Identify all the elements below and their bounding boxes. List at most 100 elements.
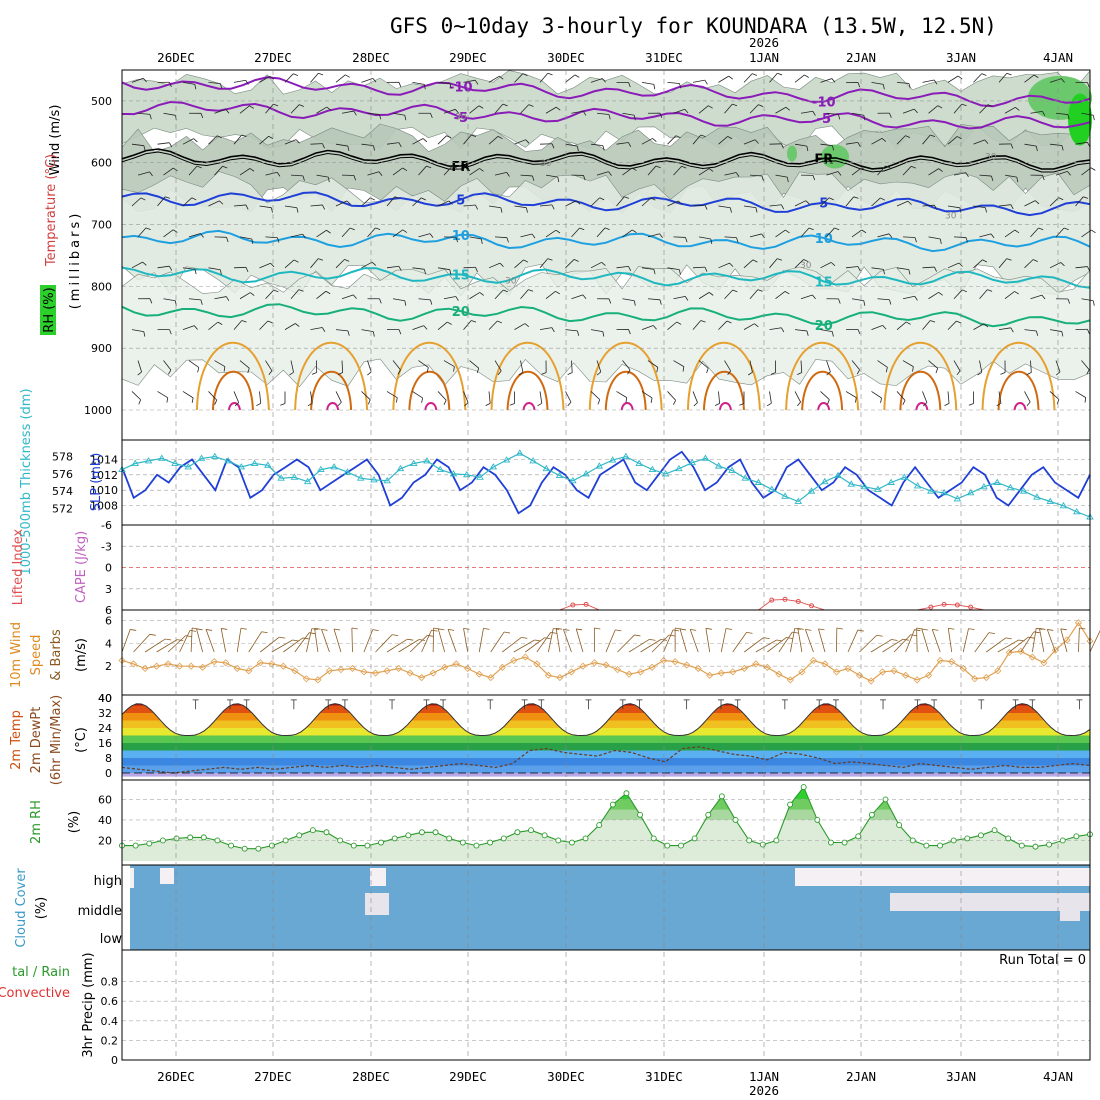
wind-barb bbox=[163, 112, 176, 116]
isotherm-line bbox=[121, 148, 1091, 170]
thickness-point bbox=[356, 474, 365, 481]
thickness-point bbox=[728, 466, 736, 473]
wind-barb bbox=[590, 197, 601, 207]
wind-barb bbox=[396, 397, 398, 403]
wind-barb-10m bbox=[321, 628, 328, 631]
wind-barb bbox=[214, 165, 223, 176]
wind-barb bbox=[704, 79, 708, 85]
wind-barb bbox=[582, 110, 587, 116]
wind-speed-point bbox=[176, 662, 184, 670]
lifted-index-point bbox=[769, 597, 775, 603]
wind-barb bbox=[718, 262, 730, 269]
rh-point bbox=[187, 834, 194, 841]
wind-barb bbox=[469, 168, 480, 176]
wind-barb-10m bbox=[893, 634, 912, 653]
rh-point bbox=[241, 845, 248, 852]
thickness-point bbox=[449, 470, 458, 477]
rh-point bbox=[146, 840, 153, 847]
rh-point bbox=[705, 811, 712, 818]
wind-speed-point bbox=[798, 668, 806, 676]
top-date-label: 31DEC bbox=[645, 50, 683, 65]
wind-barb bbox=[928, 360, 938, 369]
wind-barb bbox=[157, 142, 170, 145]
slp-tick-label: 1008 bbox=[90, 500, 118, 513]
wind-barb bbox=[214, 296, 227, 300]
isotherm-label: -10 bbox=[812, 96, 836, 111]
wind-barb bbox=[259, 262, 271, 269]
thickness-point bbox=[396, 464, 405, 472]
wind-barb bbox=[463, 204, 476, 207]
wind-barb bbox=[604, 227, 610, 231]
thickness-point bbox=[184, 463, 193, 470]
wind-barb-10m bbox=[375, 634, 393, 653]
wind-speed-point bbox=[441, 663, 449, 671]
wind-barb bbox=[346, 200, 351, 205]
wind-barb bbox=[851, 112, 864, 116]
wind-barb bbox=[421, 197, 426, 201]
rh-point bbox=[514, 829, 521, 836]
wind-barb bbox=[182, 138, 194, 145]
wind-barb bbox=[259, 135, 269, 145]
wind-barb bbox=[958, 262, 963, 267]
wind-barb-10m bbox=[196, 628, 203, 631]
wind-barb-10m bbox=[133, 634, 151, 653]
wind-barb bbox=[565, 74, 576, 83]
wind-speed-point bbox=[590, 659, 599, 667]
wind-speed-point bbox=[948, 658, 956, 666]
precip-tick-label: 0 bbox=[111, 1054, 118, 1067]
wind-barb-10m bbox=[185, 635, 192, 638]
wind-barb bbox=[781, 204, 785, 210]
wind-barb-10m bbox=[663, 629, 674, 653]
wind-barb bbox=[698, 292, 710, 300]
temp-axis-label-3: (6hr Min/Max) bbox=[49, 695, 64, 785]
wind-barb bbox=[307, 402, 313, 407]
wind-barb-10m bbox=[725, 628, 733, 630]
wind-barb bbox=[1034, 200, 1040, 205]
wind-barb bbox=[214, 360, 226, 367]
wind-barb bbox=[596, 227, 606, 238]
wind-barb bbox=[131, 197, 142, 207]
wind-barb bbox=[494, 103, 504, 114]
wind-barb bbox=[743, 259, 754, 269]
rh2m-axis-label: 2m RH bbox=[29, 800, 44, 844]
thickness-point bbox=[303, 477, 312, 485]
wind-barb-10m bbox=[504, 631, 511, 634]
wind-barb bbox=[259, 391, 262, 404]
cloud-clear bbox=[370, 868, 386, 886]
wind-barb bbox=[743, 139, 756, 145]
wind-barb bbox=[953, 360, 961, 372]
wind-barb bbox=[239, 236, 252, 240]
wind-barb bbox=[908, 83, 911, 89]
wind-barb-10m bbox=[916, 627, 923, 630]
wind-barb bbox=[678, 269, 681, 275]
rh-point bbox=[255, 845, 262, 852]
wind-barb bbox=[273, 289, 279, 293]
wind-barb bbox=[499, 75, 504, 80]
boundary-layer-contour bbox=[981, 341, 1056, 411]
wind-barb bbox=[208, 267, 221, 271]
wind-barb bbox=[494, 171, 507, 176]
wind-barb bbox=[794, 200, 806, 207]
wind-barb-10m bbox=[948, 627, 955, 630]
boundary-layer-contour bbox=[702, 370, 745, 411]
wind-speed-point bbox=[717, 669, 725, 677]
precip-tick-label: 0.2 bbox=[101, 1034, 119, 1047]
rh-contour-label: 30 bbox=[945, 211, 957, 221]
wind-barb-10m bbox=[651, 634, 670, 653]
thickness-point bbox=[131, 459, 140, 466]
wind-barb-10m bbox=[448, 629, 455, 631]
wind-barb bbox=[217, 321, 223, 325]
wind-barb bbox=[265, 103, 274, 114]
panel-rh2m: 20 40 60 2m RH (%) bbox=[29, 779, 1093, 866]
wind-barb bbox=[214, 399, 218, 405]
rh-contour-label: 30 bbox=[540, 159, 552, 169]
wind-barb-10m bbox=[563, 629, 572, 653]
wind-barb bbox=[321, 327, 326, 332]
wind-barb bbox=[991, 175, 994, 181]
wind-barb bbox=[928, 105, 939, 114]
boundary-layer-contour bbox=[424, 402, 438, 411]
wind-barb bbox=[928, 236, 941, 240]
wind-barb bbox=[520, 233, 533, 238]
wind-barb bbox=[863, 115, 866, 121]
wind-barb-10m bbox=[705, 628, 711, 653]
